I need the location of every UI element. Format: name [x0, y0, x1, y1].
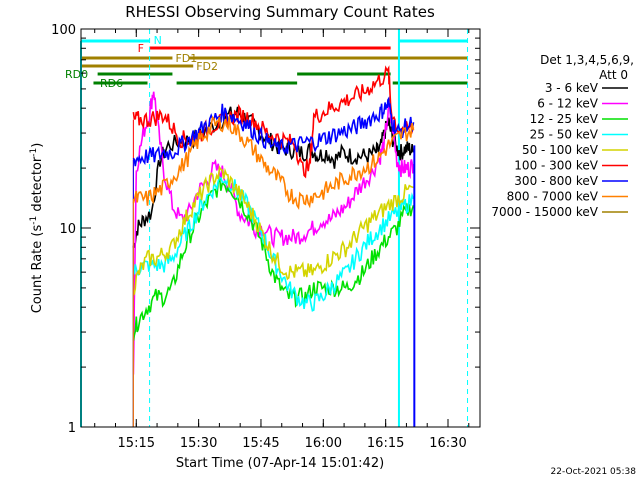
y-tick-label: 1	[68, 421, 76, 436]
legend-label: 50 - 100 keV	[522, 143, 599, 157]
x-tick-label: 15:15	[118, 436, 155, 451]
flag-label-f: F	[138, 42, 144, 55]
legend-label: 100 - 300 keV	[514, 159, 598, 173]
x-tick-label: 16:15	[367, 436, 404, 451]
legend-label: 7000 - 15000 keV	[491, 205, 598, 219]
series-line	[132, 96, 415, 167]
series-line	[132, 176, 415, 341]
legend: Det 1,3,4,5,6,9, Att 0 3 - 6 keV 6 - 12 k…	[491, 53, 634, 219]
flag-label-rd0: RD0	[65, 68, 88, 81]
x-tick-label: 16:30	[429, 436, 466, 451]
legend-header-2: Att 0	[599, 68, 628, 82]
series-lines	[132, 65, 416, 427]
series-line	[132, 115, 415, 211]
legend-label: 800 - 7000 keV	[507, 190, 599, 204]
timestamp: 22-Oct-2021 05:38	[551, 467, 637, 477]
flag-label-rd6: RD6	[100, 77, 123, 90]
vertical-markers	[80, 29, 469, 427]
chart-title: RHESSI Observing Summary Count Rates	[125, 3, 435, 21]
legend-label: 6 - 12 keV	[537, 97, 599, 111]
legend-label: 12 - 25 keV	[530, 112, 599, 126]
flag-label-fd1: FD1	[175, 52, 197, 65]
x-axis-label: Start Time (07-Apr-14 15:01:42)	[176, 456, 384, 471]
legend-label: 300 - 800 keV	[514, 174, 598, 188]
flag-label-n: N	[154, 34, 162, 47]
legend-label: 25 - 50 keV	[530, 128, 599, 142]
y-tick-label: 10	[59, 222, 76, 237]
legend-header-1: Det 1,3,4,5,6,9,	[540, 53, 634, 67]
flag-label-fd2: FD2	[196, 60, 218, 73]
series-line	[132, 91, 415, 375]
axis-ticks: 15:15 15:30 15:45 16:00 16:15 16:30 1 10 100	[51, 23, 480, 451]
y-axis-label: Count Rate (s-1 detector-1)	[29, 143, 45, 314]
legend-label: 3 - 6 keV	[545, 81, 599, 95]
x-tick-label: 15:30	[180, 436, 217, 451]
plot-frame	[80, 28, 481, 428]
y-tick-label: 100	[51, 23, 76, 38]
x-tick-label: 15:45	[242, 436, 279, 451]
x-tick-label: 16:00	[305, 436, 342, 451]
series-line	[132, 106, 415, 248]
series-line	[132, 164, 414, 296]
